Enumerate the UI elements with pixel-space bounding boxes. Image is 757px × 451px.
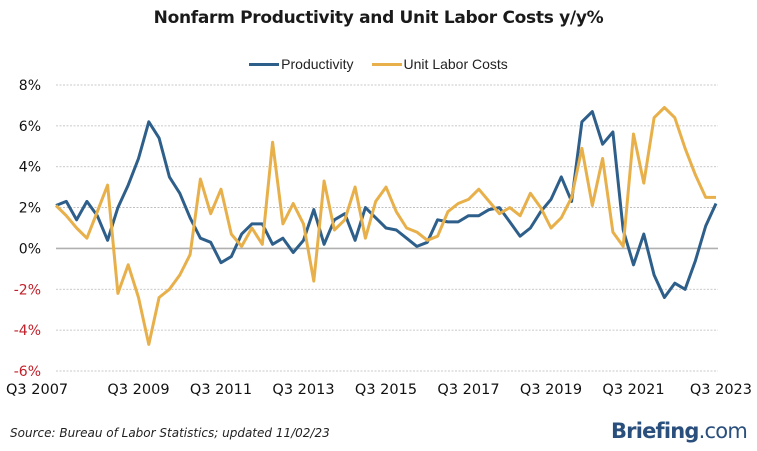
y-axis-ticks: 8% 6% 4% 2% 0% -2% -4% -6% [14,78,41,380]
x-axis-ticks: Q3 2007 Q3 2009 Q3 2011 Q3 2013 Q3 2015 Q3 20… [6,382,752,398]
x-tick-label: Q3 2007 [6,382,68,398]
brand-suffix: .com [698,419,748,443]
x-tick-label: Q3 2013 [272,382,334,398]
y-tick-label: 0% [19,241,41,257]
legend-item-productivity: Productivity [249,56,354,72]
brand-name: Briefing [610,419,700,443]
y-tick-label: -4% [14,323,41,339]
legend-swatch-unit-labor-costs [371,62,402,66]
x-tick-label: Q3 2023 [690,382,752,398]
legend-label-productivity: Productivity [281,56,354,72]
legend: Productivity Unit Labor Costs [0,56,757,72]
series-line-unit-labor-costs [54,106,716,346]
y-tick-label: -6% [14,364,41,380]
x-tick-label: Q3 2011 [190,382,252,398]
legend-item-unit-labor-costs: Unit Labor Costs [371,56,508,72]
x-tick-label: Q3 2017 [437,382,499,398]
x-tick-label: Q3 2009 [107,382,169,398]
x-tick-label: Q3 2019 [520,382,582,398]
brand-logo: Briefing.com [610,419,748,443]
source-note: Source: Bureau of Labor Statistics; upda… [10,426,330,440]
series-lines [54,106,718,346]
y-tick-label: 8% [19,78,41,94]
x-tick-label: Q3 2021 [602,382,664,398]
y-tick-label: 4% [19,160,41,176]
chart-title: Nonfarm Productivity and Unit Labor Cost… [153,8,604,28]
legend-label-unit-labor-costs: Unit Labor Costs [403,56,508,72]
y-tick-label: -2% [14,282,41,298]
series-line-productivity [55,110,718,299]
y-tick-label: 2% [19,201,41,217]
x-tick-label: Q3 2015 [355,382,417,398]
y-tick-label: 6% [19,119,41,135]
legend-swatch-productivity [249,62,280,66]
gridlines [56,84,718,372]
